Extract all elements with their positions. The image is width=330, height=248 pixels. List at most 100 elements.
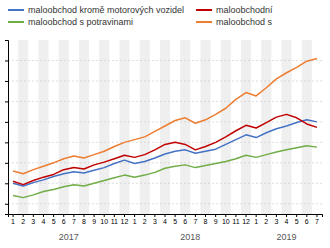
- x-tick: 2: [143, 214, 147, 225]
- x-tick: 12: [121, 214, 129, 225]
- x-tick: 1: [11, 214, 15, 225]
- legend-label: maloobchod kromě motorových vozidel: [28, 5, 184, 15]
- x-tick-label: 5: [173, 218, 177, 225]
- x-tick-mark: [276, 214, 277, 217]
- x-tick-label: 12: [242, 218, 250, 225]
- x-tick-mark: [286, 214, 287, 217]
- stripe: [79, 40, 89, 214]
- x-tick: 2: [21, 214, 25, 225]
- x-tick: 4: [163, 214, 167, 225]
- series-line: [13, 146, 317, 198]
- stripe: [180, 40, 190, 214]
- x-tick-label: 12: [121, 218, 129, 225]
- legend-swatch: [196, 21, 212, 23]
- stripe: [221, 40, 231, 214]
- x-tick-mark: [43, 214, 44, 217]
- x-tick-mark: [53, 214, 54, 217]
- x-tick: 9: [214, 214, 218, 225]
- y-tick-mark: [5, 122, 8, 123]
- x-tick-label: 11: [232, 218, 239, 225]
- stripe: [261, 40, 271, 214]
- x-tick-mark: [225, 214, 226, 217]
- x-tick: 4: [41, 214, 45, 225]
- x-tick: 1: [133, 214, 137, 225]
- grid-line: [8, 183, 322, 184]
- y-tick-mark: [5, 101, 8, 102]
- grid-line: [8, 142, 322, 143]
- x-tick: 6: [183, 214, 187, 225]
- series-line: [13, 58, 317, 173]
- x-tick: 4: [285, 214, 289, 225]
- x-tick-mark: [165, 214, 166, 217]
- x-tick-label: 7: [315, 218, 319, 225]
- x-tick-mark: [63, 214, 64, 217]
- stripes: [18, 40, 312, 214]
- y-axis-line: [5, 41, 9, 215]
- x-tick: 5: [52, 214, 56, 225]
- x-tick: 3: [274, 214, 278, 225]
- legend-item: maloobchodní: [196, 5, 273, 15]
- y-tick: [5, 204, 8, 205]
- plot-area: [13, 58, 317, 197]
- x-tick: 8: [204, 214, 208, 225]
- stripe: [200, 40, 210, 214]
- x-tick-label: 3: [274, 218, 278, 225]
- legend-swatch: [196, 9, 212, 11]
- x-tick-label: 4: [285, 218, 289, 225]
- x-tick: 11: [111, 214, 118, 225]
- x-tick-label: 1: [254, 218, 258, 225]
- x-tick-mark: [296, 214, 297, 217]
- x-tick-label: 5: [295, 218, 299, 225]
- grid: [8, 60, 322, 203]
- x-axis-line: [9, 215, 323, 218]
- x-tick: 7: [193, 214, 197, 225]
- grid-line: [8, 121, 322, 122]
- x-tick-mark: [246, 214, 247, 217]
- stripe: [302, 40, 312, 214]
- y-tick-mark: [5, 163, 8, 164]
- x-tick-mark: [73, 214, 74, 217]
- x-tick-mark: [195, 214, 196, 217]
- y-tick: [5, 60, 8, 61]
- x-tick-label: 6: [305, 218, 309, 225]
- x-tick: 9: [92, 214, 96, 225]
- x-tick-label: 4: [163, 218, 167, 225]
- legend: maloobchod kromě motorových vozidel maloo…: [8, 5, 273, 27]
- y-tick: [5, 101, 8, 102]
- x-tick-label: 11: [111, 218, 118, 225]
- x-tick-label: 9: [92, 218, 96, 225]
- y-axis: [5, 41, 9, 215]
- x-tick: 7: [72, 214, 76, 225]
- stripe: [38, 40, 48, 214]
- grid-line: [8, 60, 322, 61]
- legend-swatch: [8, 9, 24, 11]
- x-tick-label: 6: [183, 218, 187, 225]
- stripe: [99, 40, 109, 214]
- x-tick-mark: [83, 214, 84, 217]
- x-tick: 10: [100, 214, 108, 225]
- x-tick-label: 3: [31, 218, 35, 225]
- legend-item: maloobchod kromě motorových vozidel: [8, 5, 184, 15]
- x-tick: 7: [315, 214, 319, 225]
- x-tick: 12: [242, 214, 250, 225]
- y-tick-mark: [5, 142, 8, 143]
- x-tick-label: 7: [193, 218, 197, 225]
- x-tick: 2: [264, 214, 268, 225]
- x-tick: 6: [305, 214, 309, 225]
- y-tick-mark: [5, 60, 8, 61]
- x-tick-label: 8: [82, 218, 86, 225]
- x-tick-mark: [185, 214, 186, 217]
- x-tick-mark: [114, 214, 115, 217]
- x-tick-mark: [94, 214, 95, 217]
- year-label: 2019: [277, 232, 297, 242]
- x-tick-mark: [144, 214, 145, 217]
- x-tick-mark: [215, 214, 216, 217]
- x-tick-mark: [205, 214, 206, 217]
- x-tick-label: 1: [133, 218, 137, 225]
- x-tick-label: 3: [153, 218, 157, 225]
- x-tick-label: 8: [204, 218, 208, 225]
- legend-item: maloobchod s potravinami: [8, 17, 133, 27]
- y-tick-mark: [5, 81, 8, 82]
- year-label: 2017: [59, 232, 79, 242]
- chart: 1234567891011121234567891011121234567201…: [0, 0, 330, 248]
